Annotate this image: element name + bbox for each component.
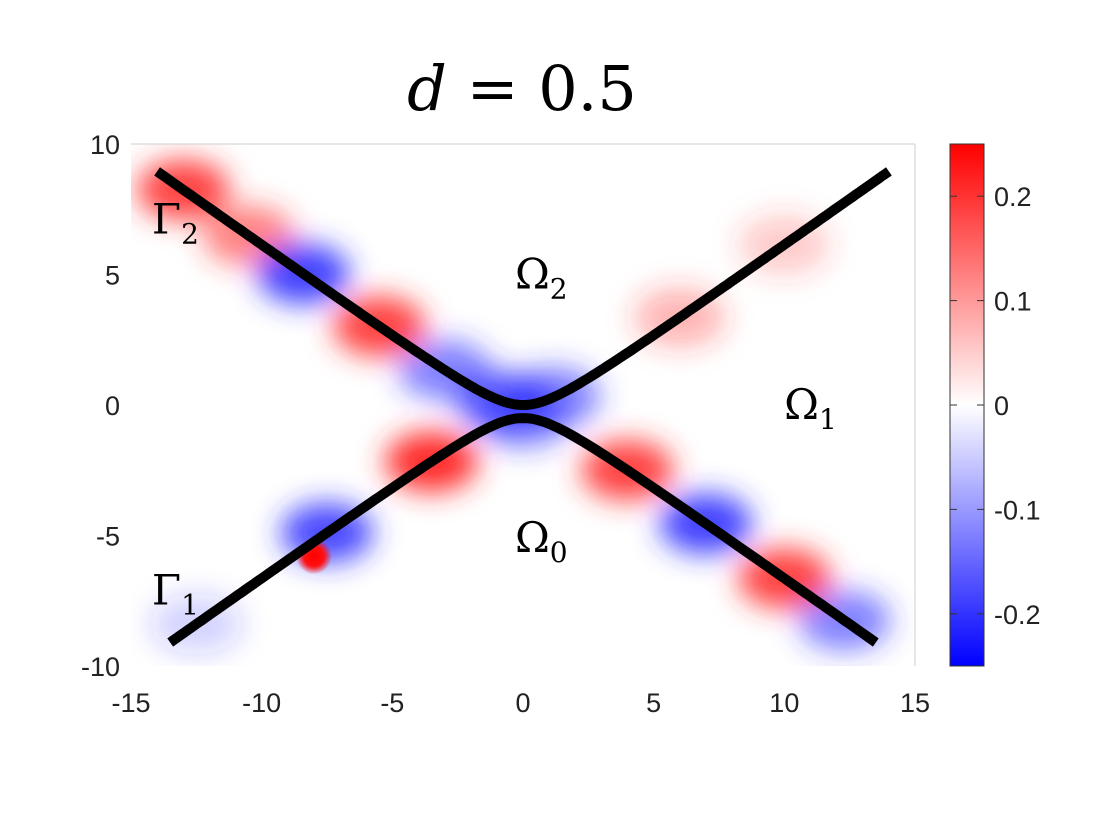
region-label: Ω2 — [515, 250, 568, 306]
region-label: Γ1 — [152, 565, 199, 621]
region-label: Γ2 — [152, 195, 199, 251]
x-tick-label: 10 — [769, 688, 799, 718]
interface-curve-lower — [167, 413, 879, 647]
title-value: 0.5 — [538, 52, 637, 125]
y-tick-label: 10 — [90, 130, 120, 160]
colorbar-tick-label: 0.1 — [994, 287, 1032, 317]
x-axis: -15 -10 -5 0 5 10 15 — [111, 688, 930, 718]
x-tick-label: -5 — [380, 688, 404, 718]
x-tick-label: -15 — [111, 688, 150, 718]
x-tick-label: -10 — [242, 688, 281, 718]
y-tick-label: -10 — [81, 652, 120, 682]
x-tick-label: 0 — [515, 688, 530, 718]
colorbar-tick-label: -0.2 — [994, 600, 1041, 630]
y-tick-label: 0 — [105, 391, 120, 421]
interface-curves — [154, 167, 892, 647]
colorbar-tick-label: -0.1 — [994, 495, 1041, 525]
y-tick-label: 5 — [105, 261, 120, 291]
region-label: Ω0 — [515, 513, 568, 569]
colorbar-tick-label: 0 — [994, 391, 1009, 421]
region-label: Ω1 — [784, 380, 837, 436]
colorbar-ticks: 0.2 0.1 0 -0.1 -0.2 — [950, 182, 1041, 630]
chart-title: d = 0.5 — [407, 52, 637, 125]
x-tick-label: 5 — [646, 688, 661, 718]
region-labels: Ω2 Ω1 Ω0 Γ2 Γ1 — [152, 195, 837, 622]
colorbar-tick-label: 0.2 — [994, 182, 1032, 212]
y-tick-label: -5 — [96, 522, 120, 552]
interface-curve-upper — [154, 167, 892, 411]
y-axis: 10 5 0 -5 -10 — [81, 130, 120, 682]
title-variable: d — [407, 52, 447, 125]
x-tick-label: 15 — [900, 688, 930, 718]
